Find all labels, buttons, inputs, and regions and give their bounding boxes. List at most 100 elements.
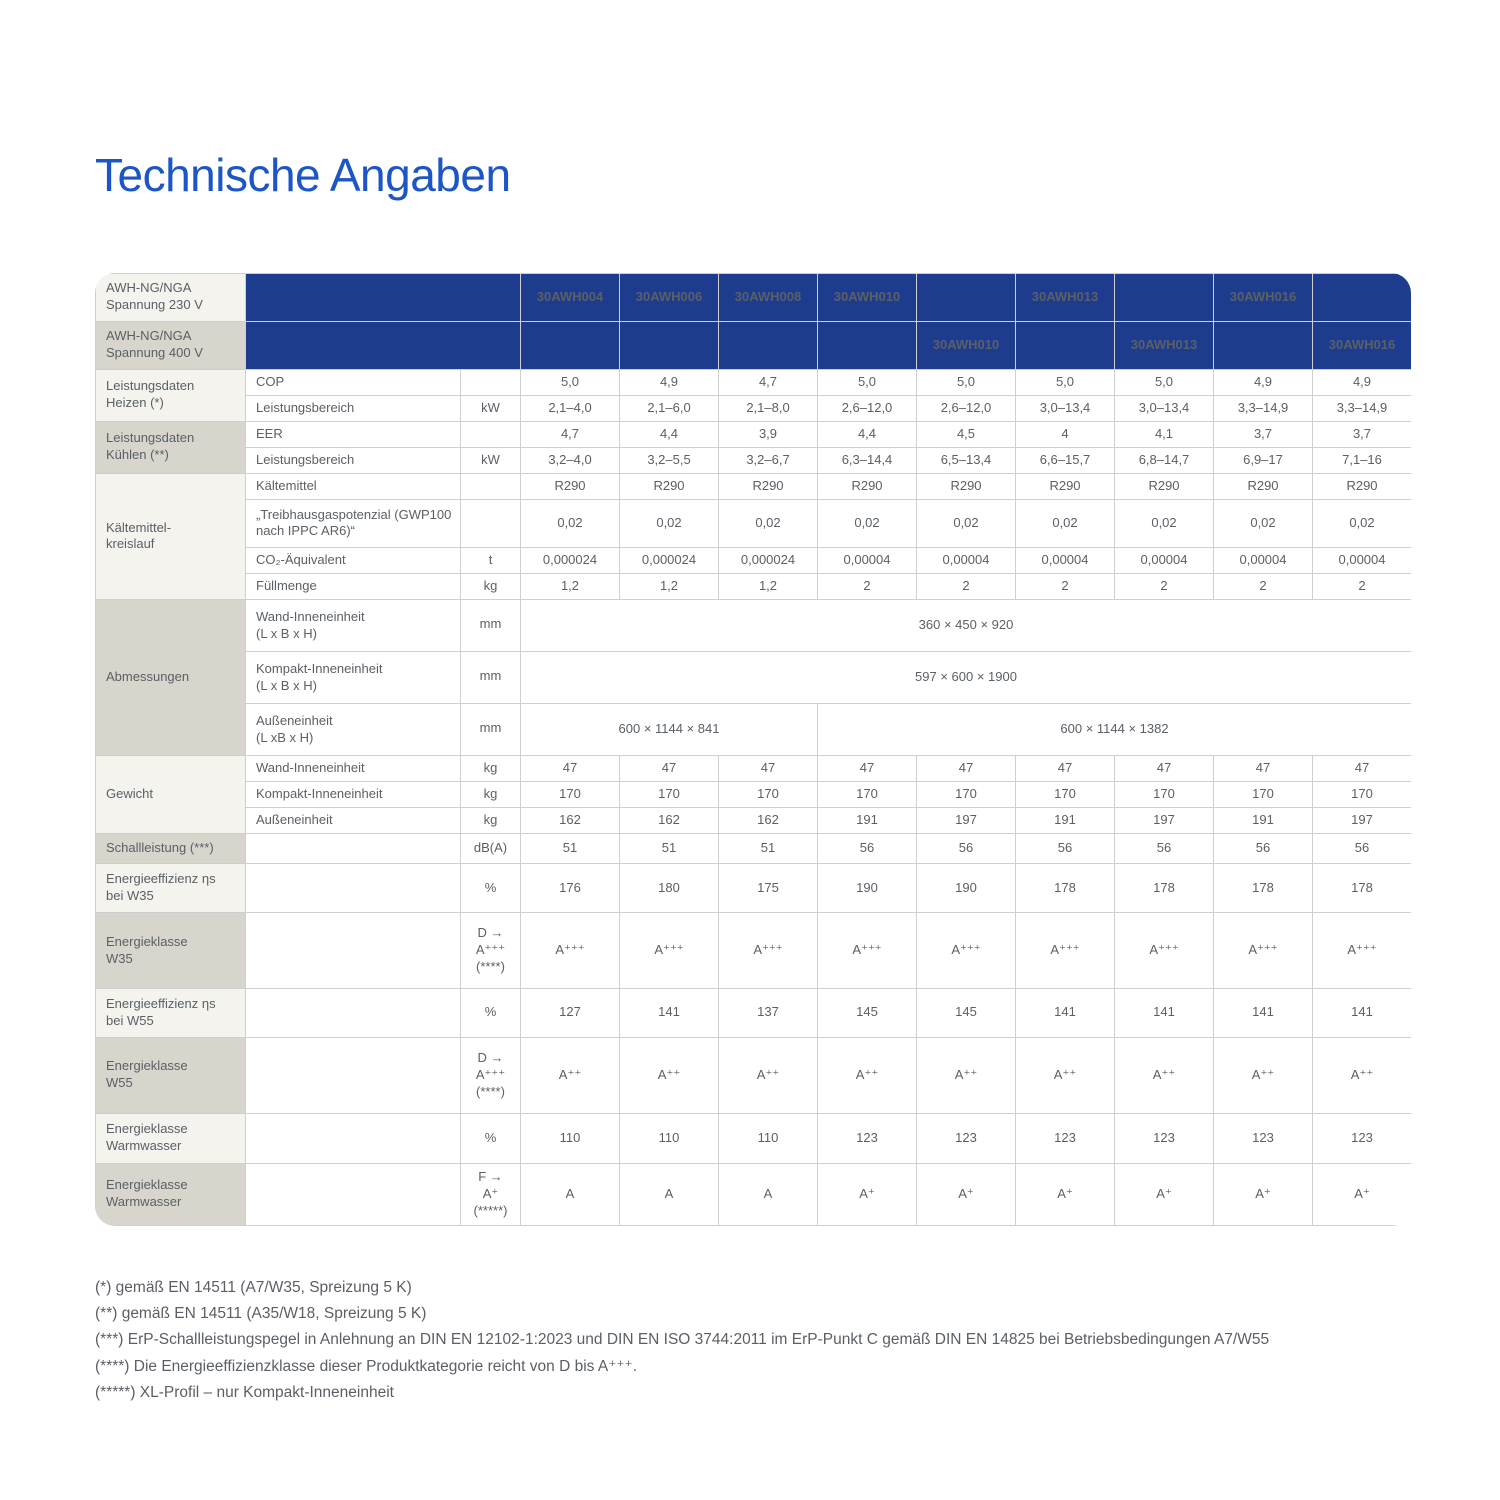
unit-cell: t — [460, 547, 521, 575]
attribute-cell — [245, 1112, 461, 1164]
footnote: (**) gemäß EN 14511 (A35/W18, Spreizung … — [95, 1305, 427, 1323]
value-cell: A⁺⁺⁺ — [520, 912, 620, 990]
model-header-cell — [718, 320, 818, 370]
value-cell: 4,9 — [1213, 368, 1313, 396]
attribute-cell: Außeneinheit — [245, 807, 461, 835]
value-cell: 47 — [817, 755, 917, 783]
unit-cell: % — [460, 988, 521, 1038]
value-cell: 162 — [718, 807, 818, 835]
table-row: Außeneinheit (L xB x H) mm 600 × 1144 × 84… — [96, 703, 1411, 757]
attribute-cell: Wand-Inneneinheit — [245, 755, 461, 783]
attribute-cell: COP — [245, 368, 461, 396]
table-row: CO₂-Äquivalent t 0,000024 0,000024 0,000024 0… — [96, 547, 1411, 575]
value-cell: A⁺ — [1015, 1162, 1115, 1226]
value-cell: 123 — [916, 1112, 1016, 1164]
value-cell: 5,0 — [1114, 368, 1214, 396]
unit-cell — [460, 498, 521, 549]
model-header-cell: 30AWH006 — [619, 272, 719, 322]
value-cell: 51 — [718, 833, 818, 865]
value-cell: A⁺ — [817, 1162, 917, 1226]
value-cell: 1,2 — [619, 573, 719, 601]
section-label-cell: Energieeffizienz ηs bei W35 — [95, 863, 246, 914]
value-cell: A⁺⁺⁺ — [718, 912, 818, 990]
unit-cell: kg — [460, 573, 521, 601]
value-cell: 2 — [1312, 573, 1411, 601]
table-row: Leistungsbereich kW 3,2–4,0 3,2–5,5 3,2–6,7 6… — [96, 446, 1411, 474]
value-cell: 197 — [916, 807, 1016, 835]
value-cell: 191 — [817, 807, 917, 835]
footnote: (*****) XL-Profil – nur Kompakt-Innenein… — [95, 1383, 394, 1401]
value-cell: 47 — [520, 755, 620, 783]
value-cell: 4,1 — [1114, 420, 1214, 448]
model-header-cell: 30AWH013 — [1015, 272, 1115, 322]
section-label-cell: Gewicht — [95, 755, 246, 835]
value-cell: 6,6–15,7 — [1015, 446, 1115, 474]
value-cell: 0,000024 — [619, 547, 719, 575]
value-cell: A⁺⁺⁺ — [619, 912, 719, 990]
value-cell: 2,1–8,0 — [718, 394, 818, 422]
value-cell: 197 — [1114, 807, 1214, 835]
value-cell: 2,6–12,0 — [817, 394, 917, 422]
page: Technische Angaben AWH-NG/NGA Spannung 2… — [95, 150, 1411, 1401]
unit-cell — [460, 420, 521, 448]
header-spacer-cell — [245, 272, 521, 322]
value-cell: 170 — [619, 781, 719, 809]
value-cell: 2,6–12,0 — [916, 394, 1016, 422]
value-cell: A⁺⁺⁺ — [1015, 912, 1115, 990]
value-cell: A⁺⁺ — [520, 1036, 620, 1114]
value-cell: 178 — [1015, 863, 1115, 914]
value-cell: 56 — [817, 833, 917, 865]
value-cell: 0,000024 — [718, 547, 818, 575]
value-cell: 6,3–14,4 — [817, 446, 917, 474]
unit-cell: dB(A) — [460, 833, 521, 865]
attribute-cell: Kältemittel — [245, 472, 461, 500]
value-cell: R290 — [1114, 472, 1214, 500]
attribute-cell: Kompakt-Inneneinheit (L x B x H) — [245, 651, 461, 705]
value-cell: 56 — [1015, 833, 1115, 865]
value-cell: 1,2 — [718, 573, 818, 601]
attribute-cell — [245, 912, 461, 990]
value-cell: A⁺⁺ — [817, 1036, 917, 1114]
value-cell: 170 — [718, 781, 818, 809]
table-row: Abmessungen Wand-Inneneinheit (L x B x H)… — [95, 599, 1411, 757]
value-cell: 4,9 — [1312, 368, 1411, 396]
voltage-label-cell: AWH-NG/NGA Spannung 400 V — [95, 320, 246, 370]
value-cell: 197 — [1312, 807, 1411, 835]
model-header-cell — [619, 320, 719, 370]
value-cell: 4 — [1015, 420, 1115, 448]
unit-cell — [460, 472, 521, 500]
header-row: AWH-NG/NGA Spannung 400 V 30AWH010 30AWH01… — [95, 320, 1411, 370]
value-cell: 190 — [817, 863, 917, 914]
value-cell: 4,7 — [520, 420, 620, 448]
table-row: Außeneinheit kg 162 162 162 191 197 191 197 191 19… — [96, 807, 1411, 835]
value-cell: A⁺⁺ — [1213, 1036, 1313, 1114]
value-cell: 141 — [1015, 988, 1115, 1038]
unit-cell: F → A⁺ (*****) — [460, 1162, 521, 1226]
value-cell: 0,02 — [718, 498, 818, 549]
value-cell: 4,5 — [916, 420, 1016, 448]
model-header-cell: 30AWH010 — [817, 272, 917, 322]
attribute-cell: CO₂-Äquivalent — [245, 547, 461, 575]
value-cell: 0,00004 — [916, 547, 1016, 575]
value-cell: 47 — [916, 755, 1016, 783]
value-cell: A⁺⁺⁺ — [916, 912, 1016, 990]
value-cell: 0,000024 — [520, 547, 620, 575]
value-cell: 170 — [1114, 781, 1214, 809]
attribute-cell: Kompakt-Inneneinheit — [245, 781, 461, 809]
value-cell: 4,9 — [619, 368, 719, 396]
footnote: (*) gemäß EN 14511 (A7/W35, Spreizung 5 … — [95, 1278, 412, 1296]
table-row: Leistungsdaten Kühlen (**) EER 4,7 4,4 3,9 4,… — [95, 420, 1411, 474]
value-cell: 7,1–16 — [1312, 446, 1411, 474]
value-cell: 0,00004 — [1213, 547, 1313, 575]
value-cell: 123 — [1312, 1112, 1411, 1164]
table-row: Leistungsdaten Heizen (*) COP 5,0 4,9 4,7 5,0… — [95, 368, 1411, 422]
section-label-cell: Energieklasse Warmwasser — [95, 1112, 246, 1164]
value-cell: A⁺⁺⁺ — [1213, 912, 1313, 990]
unit-cell: kg — [460, 755, 521, 783]
value-cell: 178 — [1114, 863, 1214, 914]
value-cell: 4,7 — [718, 368, 818, 396]
value-cell: 3,3–14,9 — [1312, 394, 1411, 422]
value-cell: A — [520, 1162, 620, 1226]
value-cell: 47 — [1213, 755, 1313, 783]
value-cell: 141 — [1213, 988, 1313, 1038]
